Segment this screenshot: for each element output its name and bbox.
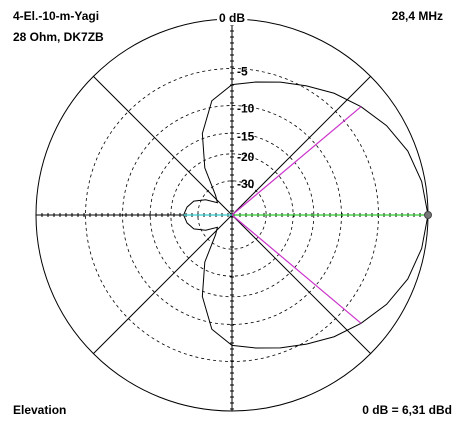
marker-line: [231, 106, 362, 216]
r-tick-label: -10: [237, 102, 255, 116]
r-tick-label: -20: [237, 150, 255, 164]
marker-line: [231, 214, 362, 324]
r-tick-label: -15: [237, 129, 255, 143]
reference: 0 dB = 6,31 dBd: [362, 403, 452, 417]
r-tick-label: -5: [237, 65, 248, 79]
chart-title: 4-El.-10-m-Yagi: [13, 9, 99, 23]
r-tick-label: 0 dB: [219, 11, 245, 25]
plot-label: Elevation: [13, 403, 66, 417]
marker-dot: [424, 211, 432, 219]
chart-subtitle: 28 Ohm, DK7ZB: [13, 30, 104, 44]
label-bg: [216, 11, 248, 26]
frequency: 28,4 MHz: [392, 9, 443, 23]
r-tick-label: -30: [237, 177, 255, 191]
